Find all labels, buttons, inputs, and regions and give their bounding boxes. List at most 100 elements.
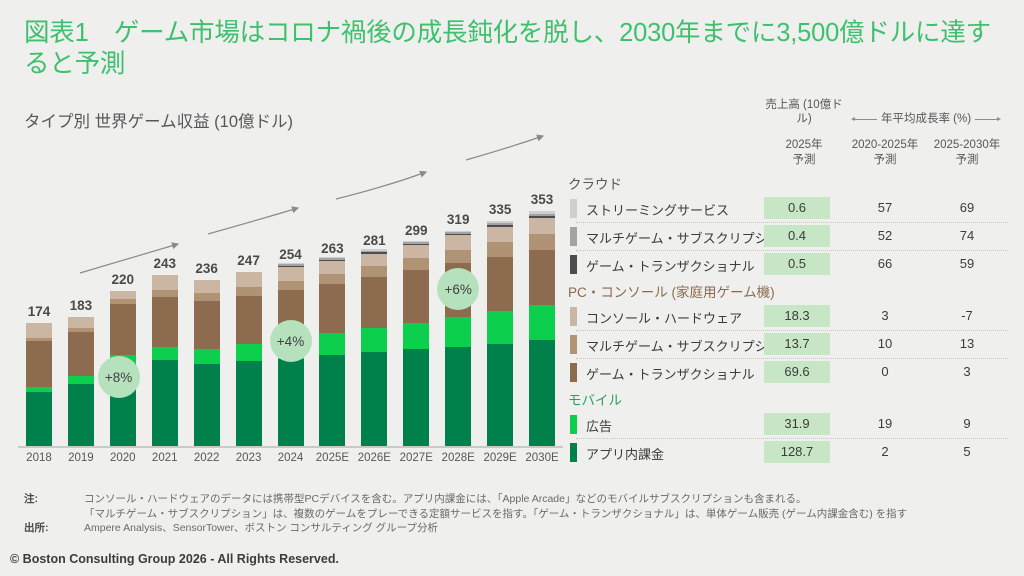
cagr-annotation-bubble: +4%	[269, 320, 312, 362]
bar-group: 353	[529, 128, 556, 446]
bar-total-label: 247	[237, 252, 260, 268]
cagr-2020-2025-cell: 2	[881, 444, 889, 459]
col-2025-2030-header: 2025-2030年 予測	[926, 138, 1008, 167]
bar-segment	[109, 290, 136, 299]
x-axis-label: 2025E	[315, 452, 350, 464]
bar-segment	[487, 226, 514, 243]
cagr-2025-2030-cell: 13	[959, 336, 975, 351]
bar-total-label: 174	[27, 304, 51, 320]
cagr-2020-2025-cell: 66	[877, 256, 893, 271]
bar-segment	[109, 298, 136, 305]
bar-segment	[361, 250, 388, 253]
revenue-cell: 18.3	[764, 305, 830, 327]
x-axis-label: 2024	[277, 452, 304, 464]
note-line-2: 「マルチゲーム・サブスクリプション」は、複数のゲームをプレーできる定額サービスを…	[84, 507, 908, 520]
cagr-title-text: 年平均成長率 (%)	[880, 113, 972, 125]
cagr-2025-2030-cell: 74	[959, 228, 975, 243]
bar-stack	[403, 240, 430, 446]
x-axis-label: 2028E	[441, 452, 475, 464]
bar-total-label: 236	[195, 260, 218, 276]
bar-total-label: 353	[530, 191, 554, 207]
bar-segment	[487, 225, 514, 227]
bar-segment	[403, 322, 430, 350]
bar-total-label: 281	[363, 232, 386, 248]
bar-segment	[235, 343, 262, 362]
legend-color-swatch	[570, 415, 577, 434]
bar-segment	[193, 279, 220, 293]
revenue-title-line1: 売上高	[765, 99, 800, 111]
chart-container: 174 183 220 243 236 247 254 263 281 299 319 335 353 …	[18, 128, 563, 473]
revenue-title-line2: (10億ドル)	[796, 99, 843, 125]
col3-line2: 予測	[955, 153, 979, 166]
bar-segment	[319, 258, 346, 260]
table-row[interactable]: ゲーム・トランザクショナル 69.6 0 3	[568, 358, 1008, 386]
bar-segment	[151, 274, 178, 291]
revenue-cell: 0.6	[764, 197, 830, 219]
table-row[interactable]: ストリーミングサービス 0.6 57 69	[568, 194, 1008, 222]
revenue-cell: 0.4	[764, 225, 830, 247]
bar-segment	[319, 355, 346, 446]
row-divider	[576, 330, 1008, 332]
bar-segment	[277, 262, 304, 265]
table-row-label: ゲーム・トランザクショナル	[586, 259, 755, 274]
bar-stack	[235, 271, 262, 446]
bar-total-label: 319	[446, 212, 470, 228]
table-row-label: アプリ内課金	[586, 447, 665, 462]
bar-segment	[529, 249, 556, 305]
cagr-2020-2025-cell: 52	[877, 228, 893, 243]
bar-segment	[361, 276, 388, 328]
cagr-2020-2025-cell: 19	[877, 416, 893, 431]
cagr-2020-2025-cell: 0	[881, 364, 889, 379]
bar-group: 243	[151, 128, 178, 446]
table-row[interactable]: コンソール・ハードウェア 18.3 3 -7	[568, 302, 1008, 330]
bar-segment	[319, 259, 346, 262]
table-row[interactable]: アプリ内課金 128.7 2 5	[568, 438, 1008, 466]
table-row[interactable]: 広告 31.9 19 9	[568, 410, 1008, 438]
cagr-column-title: 年平均成長率 (%)	[844, 112, 1008, 126]
bar-segment	[529, 210, 556, 214]
legend-color-swatch	[570, 335, 577, 354]
cagr-2020-2025-cell: 3	[881, 308, 889, 323]
bar-group: 335	[487, 128, 514, 446]
x-axis-label: 2026E	[357, 452, 391, 464]
bar-segment	[67, 331, 94, 377]
bar-segment	[277, 265, 304, 267]
cagr-2025-2030-cell: 9	[963, 416, 971, 431]
bar-segment	[319, 332, 346, 356]
col1-line1: 2025年	[785, 139, 823, 151]
bar-group: 247	[235, 128, 262, 446]
revenue-cell: 31.9	[764, 413, 830, 435]
bar-group: 263	[319, 128, 346, 446]
bar-group: 299	[403, 128, 430, 446]
revenue-cell: 0.5	[764, 253, 830, 275]
bar-group: 183	[67, 128, 94, 446]
note-line-1: コンソール・ハードウェアのデータには携帯型PCデバイスを含む。アプリ内課金には、…	[84, 493, 807, 505]
bar-stack	[319, 256, 346, 446]
table-group-header: モバイル	[568, 393, 622, 408]
legend-color-swatch	[570, 227, 577, 246]
table-row[interactable]: マルチゲーム・サブスクリプション 13.7 10 13	[568, 330, 1008, 358]
cagr-annotation-bubble: +8%	[97, 356, 140, 398]
bar-stack	[445, 230, 472, 446]
legend-color-swatch	[570, 199, 577, 218]
cagr-2020-2025-cell: 57	[877, 200, 893, 215]
row-divider	[576, 250, 1008, 252]
table-row[interactable]: マルチゲーム・サブスクリプション 0.4 52 74	[568, 222, 1008, 250]
x-axis-line	[18, 446, 563, 448]
chart-subtitle: タイプ別 世界ゲーム収益 (10億ドル)	[24, 113, 294, 131]
bar-segment	[25, 387, 52, 393]
table-row-label: ゲーム・トランザクショナル	[586, 367, 755, 382]
table-row[interactable]: ゲーム・トランザクショナル 0.5 66 59	[568, 250, 1008, 278]
x-axis-label: 2023	[235, 452, 262, 464]
x-axis-label: 2029E	[483, 452, 517, 464]
bar-stack	[25, 323, 52, 446]
bar-segment	[67, 383, 94, 446]
table-header: 売上高 (10億ドル) 年平均成長率 (%) 2025年 予測 2020-202…	[568, 98, 1008, 170]
table-group-header: PC・コンソール (家庭用ゲーム機)	[568, 285, 775, 300]
table-row-label: ストリーミングサービス	[586, 203, 730, 218]
bar-group: 281	[361, 128, 388, 446]
bar-segment	[151, 347, 178, 360]
x-axis-label: 2018	[26, 452, 52, 464]
x-axis-label: 2030E	[525, 452, 559, 464]
legend-data-table: 売上高 (10億ドル) 年平均成長率 (%) 2025年 予測 2020-202…	[568, 98, 1008, 466]
